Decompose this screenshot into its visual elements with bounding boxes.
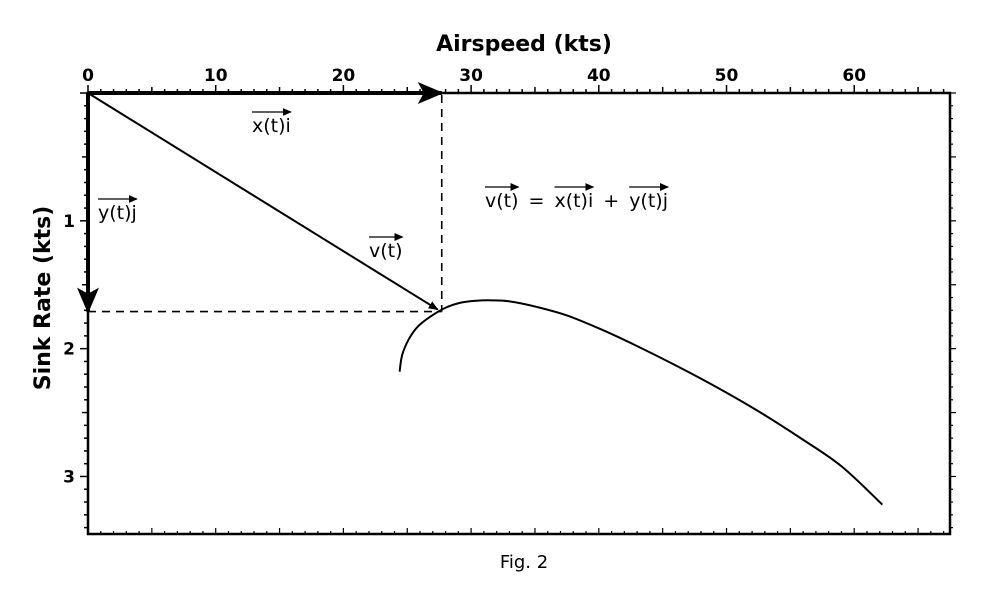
vector-layer: x(t)i y(t)j v(t) v(t) = x(t)i + y(t)j (77, 82, 669, 314)
equation-equals: = (529, 190, 545, 212)
velocity-vector (87, 92, 439, 311)
equation-plus: + (603, 190, 619, 212)
equation-lhs: v(t) (485, 190, 519, 212)
x-tick-label: 20 (332, 66, 356, 86)
equation-term1: x(t)i (554, 190, 593, 212)
velocity-label: v(t) (369, 240, 403, 262)
equation-term2: y(t)j (629, 190, 668, 212)
x-tick-label: 60 (842, 66, 866, 86)
y-component-label: y(t)j (98, 202, 137, 224)
x-axis-ticks: 0 10 20 30 40 50 60 (82, 66, 945, 534)
x-tick-label: 50 (715, 66, 739, 86)
y-tick-label: 2 (63, 340, 75, 360)
x-tick-label: 30 (459, 66, 483, 86)
y-axis-ticks: 1 2 3 (63, 92, 956, 529)
x-tick-label: 40 (587, 66, 611, 86)
x-tick-label: 10 (204, 66, 228, 86)
y-axis-title: Sink Rate (kts) (31, 206, 56, 391)
y-tick-label: 3 (63, 467, 75, 487)
y-tick-label: 1 (63, 212, 75, 232)
x-component-label: x(t)i (252, 115, 291, 137)
polar-curve (398, 299, 884, 506)
plot-frame (86, 91, 952, 536)
figure-caption: Fig. 2 (500, 552, 548, 573)
x-axis-title: Airspeed (kts) (436, 32, 612, 57)
x-tick-label: 0 (82, 66, 94, 86)
series-layer (398, 299, 884, 506)
